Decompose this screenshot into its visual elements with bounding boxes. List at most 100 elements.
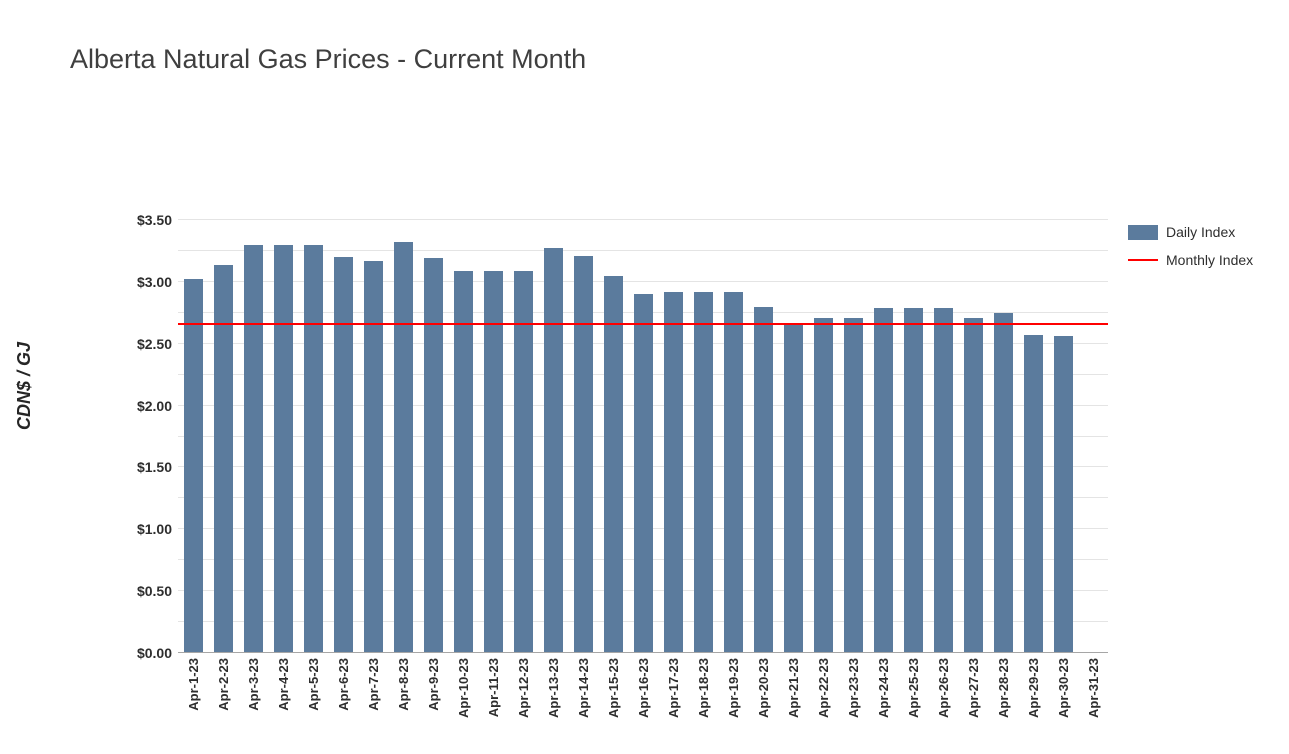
legend-label-daily-index: Daily Index <box>1166 224 1236 240</box>
x-label-column: Apr-25-23 <box>898 658 928 748</box>
x-label-column: Apr-20-23 <box>748 658 778 748</box>
bar <box>603 275 623 653</box>
x-label-column: Apr-16-23 <box>628 658 658 748</box>
x-tick-label: Apr-21-23 <box>785 658 801 718</box>
x-label-column: Apr-31-23 <box>1078 658 1108 748</box>
x-label-column: Apr-21-23 <box>778 658 808 748</box>
bar-column <box>1048 220 1078 653</box>
x-label-column: Apr-3-23 <box>238 658 268 748</box>
bar <box>393 242 413 653</box>
bar <box>903 307 923 653</box>
x-tick-label: Apr-20-23 <box>755 658 771 718</box>
bar-series <box>178 220 1108 653</box>
x-tick-label: Apr-25-23 <box>905 658 921 718</box>
bar <box>543 248 563 653</box>
bar <box>813 317 833 653</box>
bar-column <box>538 220 568 653</box>
bar-column <box>388 220 418 653</box>
x-label-column: Apr-7-23 <box>358 658 388 748</box>
x-label-column: Apr-10-23 <box>448 658 478 748</box>
bar-column <box>448 220 478 653</box>
gridline <box>178 280 1108 282</box>
bar <box>663 291 683 653</box>
x-tick-label: Apr-3-23 <box>245 658 261 711</box>
bar <box>843 317 863 653</box>
x-tick-label: Apr-12-23 <box>515 658 531 718</box>
bar-column <box>928 220 958 653</box>
x-label-column: Apr-18-23 <box>688 658 718 748</box>
x-label-column: Apr-19-23 <box>718 658 748 748</box>
bar-column <box>868 220 898 653</box>
y-tick-label: $1.00 <box>136 521 172 538</box>
x-tick-label: Apr-28-23 <box>995 658 1011 718</box>
y-tick-label: $3.50 <box>136 212 172 228</box>
bar-column <box>838 220 868 653</box>
x-tick-label: Apr-29-23 <box>1025 658 1041 718</box>
x-axis-labels: Apr-1-23 Apr-2-23 Apr-3-23 Apr-4-23 Apr-5-23… <box>178 658 1108 748</box>
y-axis-title: CDN$ / GJ <box>14 341 34 430</box>
chart-title: Alberta Natural Gas Prices - Current Mon… <box>70 44 587 74</box>
y-tick-label: $2.50 <box>136 335 172 352</box>
legend-item-monthly-index: Monthly Index <box>1128 252 1253 268</box>
x-tick-label: Apr-26-23 <box>935 658 951 718</box>
x-tick-label: Apr-27-23 <box>965 658 981 718</box>
bar-column <box>268 220 298 653</box>
x-tick-label: Apr-4-23 <box>275 658 291 711</box>
bar-column <box>658 220 688 653</box>
x-label-column: Apr-15-23 <box>598 658 628 748</box>
x-label-column: Apr-27-23 <box>958 658 988 748</box>
monthly-index-line <box>178 322 1108 325</box>
bar <box>573 255 593 653</box>
monthly-index-swatch-icon <box>1128 259 1158 261</box>
bar-column <box>328 220 358 653</box>
x-tick-label: Apr-30-23 <box>1055 658 1071 718</box>
x-label-column: Apr-24-23 <box>868 658 898 748</box>
x-tick-label: Apr-9-23 <box>425 658 441 711</box>
daily-index-swatch-icon <box>1128 224 1158 240</box>
bar <box>933 307 953 653</box>
x-label-column: Apr-6-23 <box>328 658 358 748</box>
bar <box>243 244 263 653</box>
bar <box>333 257 353 653</box>
legend: Daily Index Monthly Index <box>1128 224 1253 280</box>
x-label-column: Apr-26-23 <box>928 658 958 748</box>
x-tick-label: Apr-24-23 <box>875 658 891 718</box>
x-label-column: Apr-12-23 <box>508 658 538 748</box>
bar <box>513 270 533 653</box>
x-label-column: Apr-14-23 <box>568 658 598 748</box>
bar-column <box>358 220 388 653</box>
bar <box>423 258 443 653</box>
x-tick-label: Apr-15-23 <box>605 658 621 718</box>
x-label-column: Apr-17-23 <box>658 658 688 748</box>
bar-column <box>1018 220 1048 653</box>
x-label-column: Apr-23-23 <box>838 658 868 748</box>
bar-column <box>598 220 628 653</box>
x-tick-label: Apr-10-23 <box>455 658 471 718</box>
bar <box>723 291 743 653</box>
bar <box>783 322 803 653</box>
x-label-column: Apr-8-23 <box>388 658 418 748</box>
bar <box>303 244 323 653</box>
bar <box>483 270 503 653</box>
y-tick-label: $3.00 <box>136 273 172 290</box>
x-tick-label: Apr-7-23 <box>365 658 381 711</box>
x-tick-label: Apr-6-23 <box>335 658 351 711</box>
bar-column <box>508 220 538 653</box>
x-tick-label: Apr-23-23 <box>845 658 861 718</box>
legend-label-monthly-index: Monthly Index <box>1166 252 1254 268</box>
y-tick-label: $2.00 <box>136 397 172 414</box>
bar <box>273 244 293 653</box>
gridline <box>178 219 1108 220</box>
bar-column <box>208 220 238 653</box>
y-tick-label: $0.50 <box>136 583 172 600</box>
x-label-column: Apr-22-23 <box>808 658 838 748</box>
x-tick-label: Apr-18-23 <box>695 658 711 718</box>
bar-column <box>748 220 778 653</box>
bar-column <box>298 220 328 653</box>
bar <box>1053 336 1073 653</box>
bar-column <box>958 220 988 653</box>
bar-column <box>478 220 508 653</box>
x-label-column: Apr-28-23 <box>988 658 1018 748</box>
x-tick-label: Apr-22-23 <box>815 658 831 718</box>
